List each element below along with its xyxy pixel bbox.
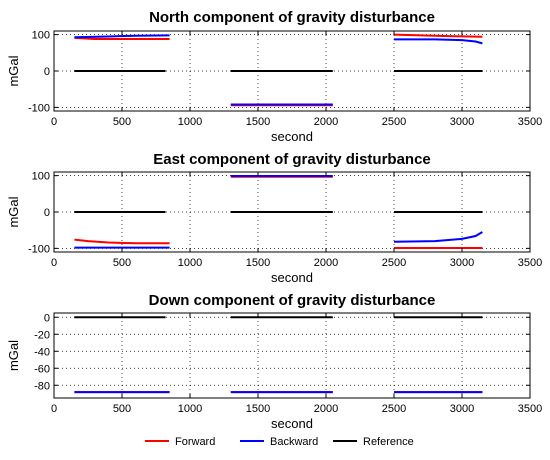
y-tick-label: 0	[44, 207, 50, 219]
y-tick-label: -80	[34, 380, 50, 392]
plot-frame	[53, 312, 531, 399]
x-tick-label: 1500	[246, 116, 270, 128]
legend-label-reference: Reference	[363, 436, 414, 448]
y-axis-label: mGal	[6, 55, 21, 86]
x-tick-label: 3500	[518, 403, 542, 415]
x-tick-label: 500	[113, 403, 131, 415]
x-tick-label: 2500	[382, 257, 406, 269]
subplot-title: Down component of gravity disturbance	[149, 292, 436, 309]
x-tick-label: 0	[51, 257, 57, 269]
y-tick-label: 100	[32, 171, 50, 183]
x-axis-label: second	[271, 416, 313, 431]
x-axis-label: second	[271, 129, 313, 144]
x-tick-label: 3500	[518, 116, 542, 128]
y-tick-label: -20	[34, 329, 50, 341]
y-tick-label: 0	[44, 66, 50, 78]
x-tick-label: 3000	[450, 257, 474, 269]
subplot-3: Down component of gravity disturbance 0 50…	[6, 292, 542, 431]
y-axis-label: mGal	[6, 340, 21, 371]
x-tick-label: 0	[51, 116, 57, 128]
series-line-forward	[393, 33, 483, 38]
y-tick-label: -60	[34, 363, 50, 375]
series-line-backward	[393, 231, 483, 243]
x-tick-label: 2500	[382, 403, 406, 415]
x-tick-label: 2000	[314, 403, 338, 415]
subplot-title: North component of gravity disturbance	[149, 9, 435, 26]
series-line-forward	[74, 238, 170, 245]
subplot-1: North component of gravity disturbance 0 5…	[6, 9, 542, 144]
subplot-2: East component of gravity disturbance 0 50…	[6, 151, 542, 285]
legend-label-forward: Forward	[175, 436, 215, 448]
y-tick-label: 100	[32, 30, 50, 42]
y-tick-label: -100	[28, 102, 50, 114]
x-tick-label: 1000	[178, 403, 202, 415]
series-line-forward	[74, 36, 170, 40]
x-tick-label: 2000	[314, 116, 338, 128]
x-tick-label: 1500	[246, 403, 270, 415]
legend-label-backward: Backward	[270, 436, 318, 448]
x-tick-label: 500	[113, 116, 131, 128]
legend: Forward Backward Reference	[145, 436, 414, 448]
y-tick-label: -40	[34, 346, 50, 358]
x-tick-label: 3000	[450, 116, 474, 128]
x-tick-label: 0	[51, 403, 57, 415]
x-tick-label: 1000	[178, 257, 202, 269]
x-tick-label: 2000	[314, 257, 338, 269]
y-tick-label: -100	[28, 243, 50, 255]
x-tick-label: 1000	[178, 116, 202, 128]
x-tick-label: 1500	[246, 257, 270, 269]
y-axis-label: mGal	[6, 196, 21, 227]
x-tick-label: 3500	[518, 257, 542, 269]
y-tick-label: 0	[44, 312, 50, 324]
x-axis-label: second	[271, 270, 313, 285]
x-tick-label: 500	[113, 257, 131, 269]
subplot-title: East component of gravity disturbance	[153, 151, 431, 168]
series-line-backward	[74, 34, 170, 39]
x-tick-label: 2500	[382, 116, 406, 128]
x-tick-label: 3000	[450, 403, 474, 415]
series-line-backward	[394, 38, 483, 45]
